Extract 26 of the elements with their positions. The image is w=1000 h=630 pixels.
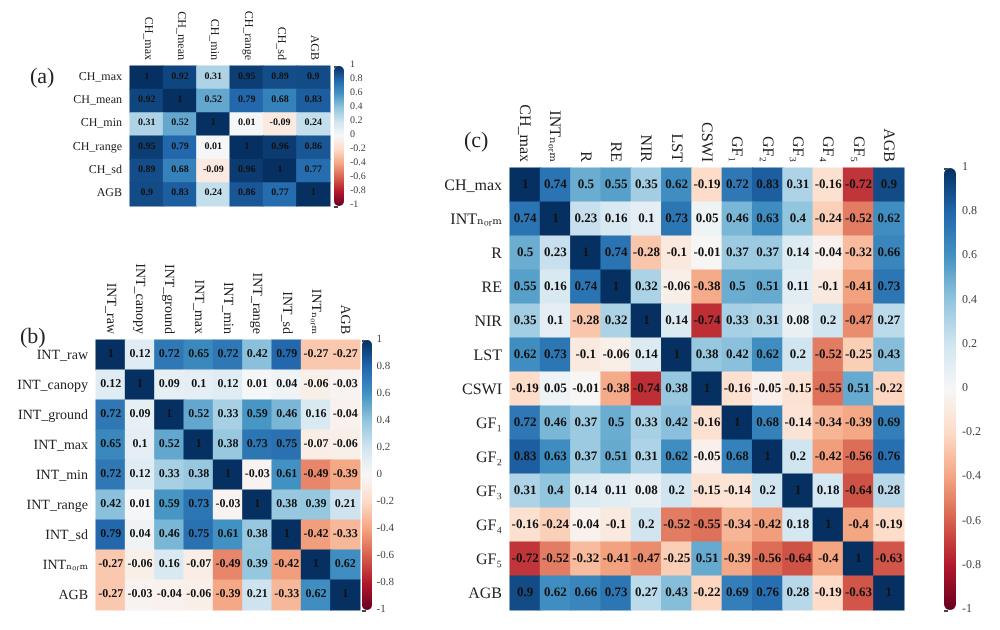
y-tick-label: AGB: [468, 584, 502, 602]
x-tick-label: NIR: [637, 134, 656, 164]
chart-title: (a): [30, 65, 56, 89]
y-tick-label: CH_max: [444, 176, 502, 194]
x-tick-label: GF₄: [819, 135, 838, 163]
x-tick-label: CSWI: [698, 122, 716, 163]
y-tick-label: GF₅: [475, 550, 503, 568]
y-tick-label: GF₃: [475, 482, 503, 500]
chart-title: (b): [20, 325, 47, 349]
y-tick-label: LST: [473, 346, 503, 364]
y-tick-label: CSWI: [462, 380, 503, 398]
x-tick-label: AGB: [879, 128, 898, 162]
y-tick-label: GF₂: [475, 448, 503, 466]
chart-title: (c): [464, 129, 490, 153]
y-tick-label: GF₄: [475, 516, 503, 534]
x-tick-label: GF₂: [758, 135, 777, 163]
x-tick-label: INTₙₒᵣₘ: [546, 110, 565, 163]
x-tick-label: GF₃: [788, 135, 807, 163]
y-tick-label: GF₁: [475, 414, 503, 432]
y-tick-label: INTₙₒᵣₘ: [450, 210, 503, 228]
x-tick-label: LST: [667, 133, 686, 163]
y-tick-label: R: [491, 244, 504, 262]
x-tick-label: GF₁: [728, 135, 747, 163]
x-tick-label: GF₅: [849, 135, 868, 163]
x-tick-label: RE: [607, 141, 626, 163]
x-tick-label: R: [576, 151, 595, 164]
